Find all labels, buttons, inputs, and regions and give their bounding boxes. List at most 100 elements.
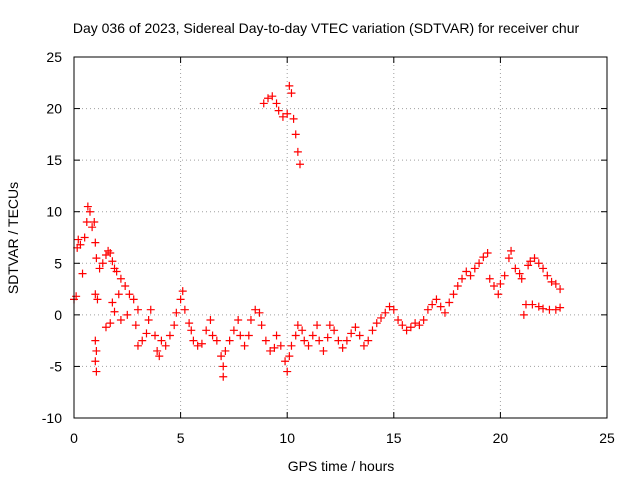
data-point bbox=[144, 316, 153, 325]
data-point bbox=[221, 346, 230, 355]
x-tick-label: 25 bbox=[599, 430, 615, 446]
data-point bbox=[219, 362, 228, 371]
y-tick-label: 5 bbox=[54, 255, 62, 271]
data-point bbox=[285, 81, 294, 90]
data-point bbox=[202, 326, 211, 335]
data-point bbox=[78, 269, 87, 278]
data-point bbox=[440, 308, 449, 317]
data-point bbox=[475, 259, 484, 268]
grid-lines bbox=[74, 57, 607, 418]
data-point bbox=[528, 300, 537, 309]
data-point bbox=[458, 274, 467, 283]
data-point bbox=[272, 99, 281, 108]
data-point bbox=[206, 316, 215, 325]
y-tick-label: -5 bbox=[50, 358, 63, 374]
data-point bbox=[402, 326, 411, 335]
data-point bbox=[116, 274, 125, 283]
data-point bbox=[189, 336, 198, 345]
data-point bbox=[551, 305, 560, 314]
data-point bbox=[415, 321, 424, 330]
data-point bbox=[251, 305, 260, 314]
data-point bbox=[187, 326, 196, 335]
data-point bbox=[90, 218, 99, 227]
data-point bbox=[330, 326, 339, 335]
data-point bbox=[91, 290, 100, 299]
data-point bbox=[289, 114, 298, 123]
data-point bbox=[208, 331, 217, 340]
data-point bbox=[524, 261, 533, 270]
data-points bbox=[70, 81, 565, 381]
chart-title: Day 036 of 2023, Sidereal Day-to-day VTE… bbox=[73, 20, 580, 36]
data-point bbox=[308, 331, 317, 340]
data-point bbox=[432, 295, 441, 304]
data-point bbox=[504, 254, 513, 263]
data-point bbox=[377, 313, 386, 322]
data-point bbox=[176, 295, 185, 304]
data-point bbox=[325, 321, 334, 330]
data-point bbox=[244, 331, 253, 340]
data-point bbox=[121, 281, 130, 290]
data-point bbox=[106, 319, 115, 328]
data-point bbox=[449, 290, 458, 299]
data-point bbox=[72, 292, 81, 301]
data-point bbox=[490, 281, 499, 290]
data-point bbox=[255, 308, 264, 317]
data-point bbox=[114, 290, 123, 299]
data-point bbox=[398, 321, 407, 330]
data-point bbox=[285, 352, 294, 361]
data-point bbox=[142, 329, 151, 338]
data-point bbox=[172, 308, 181, 317]
data-point bbox=[259, 99, 268, 108]
y-tick-label: 25 bbox=[46, 49, 62, 65]
y-tick-label: 20 bbox=[46, 101, 62, 117]
data-point bbox=[83, 202, 92, 211]
data-point bbox=[88, 223, 97, 232]
data-point bbox=[165, 331, 174, 340]
data-point bbox=[556, 303, 565, 312]
data-point bbox=[101, 323, 110, 332]
data-point bbox=[131, 321, 140, 330]
data-point bbox=[313, 321, 322, 330]
data-point bbox=[368, 326, 377, 335]
data-point bbox=[511, 264, 520, 273]
data-point bbox=[534, 259, 543, 268]
y-tick-label: 10 bbox=[46, 204, 62, 220]
data-point bbox=[293, 147, 302, 156]
data-point bbox=[76, 240, 85, 249]
data-point bbox=[372, 319, 381, 328]
data-point bbox=[151, 331, 160, 340]
plot-border bbox=[73, 56, 608, 419]
data-point bbox=[381, 308, 390, 317]
data-point bbox=[364, 336, 373, 345]
data-point bbox=[298, 326, 307, 335]
data-point bbox=[291, 130, 300, 139]
data-point bbox=[479, 253, 488, 262]
y-axis-ticks: -10 -5 0 5 10 15 20 25 bbox=[42, 49, 607, 426]
data-point bbox=[225, 336, 234, 345]
data-point bbox=[82, 218, 91, 227]
data-point bbox=[74, 235, 83, 244]
data-point bbox=[101, 251, 110, 260]
data-point bbox=[295, 160, 304, 169]
data-point bbox=[519, 310, 528, 319]
data-point bbox=[445, 298, 454, 307]
data-point bbox=[530, 254, 539, 263]
data-point bbox=[385, 302, 394, 311]
data-point bbox=[217, 352, 226, 361]
data-point bbox=[197, 339, 206, 348]
data-point bbox=[453, 281, 462, 290]
data-point bbox=[91, 357, 100, 366]
data-point bbox=[428, 300, 437, 309]
data-point bbox=[291, 331, 300, 340]
data-point bbox=[287, 89, 296, 98]
data-point bbox=[515, 269, 524, 278]
data-point bbox=[125, 290, 134, 299]
data-point bbox=[193, 341, 202, 350]
data-point bbox=[155, 352, 164, 361]
data-point bbox=[351, 323, 360, 332]
data-point bbox=[466, 271, 475, 280]
data-point bbox=[411, 319, 420, 328]
data-point bbox=[483, 248, 492, 257]
data-point bbox=[406, 323, 415, 332]
x-axis-label: GPS time / hours bbox=[288, 458, 395, 474]
